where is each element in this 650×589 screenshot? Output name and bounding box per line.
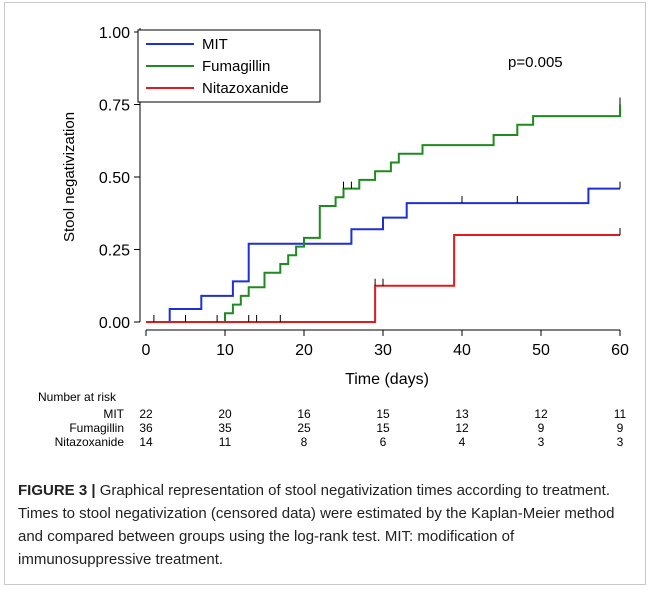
km-chart: 0.00 0.25 0.50 0.75 1.00 0 10 20 30 40 50 60 Time (d… — [38, 25, 629, 449]
survival-curves — [146, 97, 621, 323]
caption-label: FIGURE 3 | — [18, 482, 96, 499]
risk-cell: 12 — [455, 421, 469, 435]
risk-cell: 13 — [455, 407, 469, 421]
p-value-annotation: p=0.005 — [508, 54, 563, 71]
figure-caption: FIGURE 3 | Graphical representation of s… — [18, 479, 638, 571]
curve-fumagillin — [146, 104, 621, 323]
y-tick-label: 0.50 — [99, 170, 130, 187]
risk-cell: 9 — [617, 421, 624, 435]
x-tick-label: 20 — [295, 342, 313, 359]
figure-frame — [4, 2, 646, 585]
risk-cell: 35 — [218, 421, 232, 435]
x-axis-title: Time (days) — [345, 371, 429, 388]
x-tick-label: 50 — [532, 342, 550, 359]
risk-cell: 16 — [297, 407, 311, 421]
x-tick-label: 40 — [453, 342, 471, 359]
risk-cell: 14 — [139, 435, 153, 449]
risk-row-label: MIT — [103, 407, 124, 421]
axes: 0.00 0.25 0.50 0.75 1.00 0 10 20 30 40 50 60 Time (d… — [61, 25, 629, 388]
y-tick-label: 1.00 — [99, 25, 130, 42]
risk-cell: 3 — [538, 435, 545, 449]
risk-cell: 36 — [139, 421, 153, 435]
risk-cell: 9 — [538, 421, 545, 435]
x-tick-label: 0 — [142, 342, 151, 359]
risk-row-label: Nitazoxanide — [55, 435, 125, 449]
risk-cell: 25 — [297, 421, 311, 435]
risk-cell: 11 — [614, 407, 627, 421]
risk-cell: 20 — [218, 407, 232, 421]
legend: MIT Fumagillin Nitazoxanide — [137, 29, 321, 103]
caption-text: Graphical representation of stool negati… — [18, 482, 615, 568]
risk-cell: 15 — [376, 421, 390, 435]
risk-cell: 8 — [301, 435, 308, 449]
risk-cell: 6 — [380, 435, 387, 449]
x-tick-label: 60 — [611, 342, 629, 359]
y-axis-title: Stool negativization — [61, 112, 78, 242]
curve-nitazoxanide — [146, 234, 620, 323]
legend-label-mit: MIT — [202, 36, 228, 53]
risk-cell: 12 — [534, 407, 548, 421]
legend-label-fumagillin: Fumagillin — [202, 58, 270, 75]
risk-cell: 3 — [617, 435, 624, 449]
x-tick-label: 30 — [374, 342, 392, 359]
y-tick-label: 0.00 — [99, 315, 130, 332]
x-tick-label: 10 — [216, 342, 234, 359]
curve-mit — [146, 187, 620, 323]
risk-cell: 11 — [219, 435, 232, 449]
y-tick-label: 0.25 — [99, 243, 130, 260]
legend-label-nitazoxanide: Nitazoxanide — [202, 80, 289, 97]
risk-row-label: Fumagillin — [69, 421, 124, 435]
y-tick-label: 0.75 — [99, 98, 130, 115]
risk-cell: 15 — [376, 407, 390, 421]
risk-table-title: Number at risk — [38, 390, 117, 404]
risk-cell: 22 — [139, 407, 153, 421]
risk-cell: 4 — [459, 435, 466, 449]
